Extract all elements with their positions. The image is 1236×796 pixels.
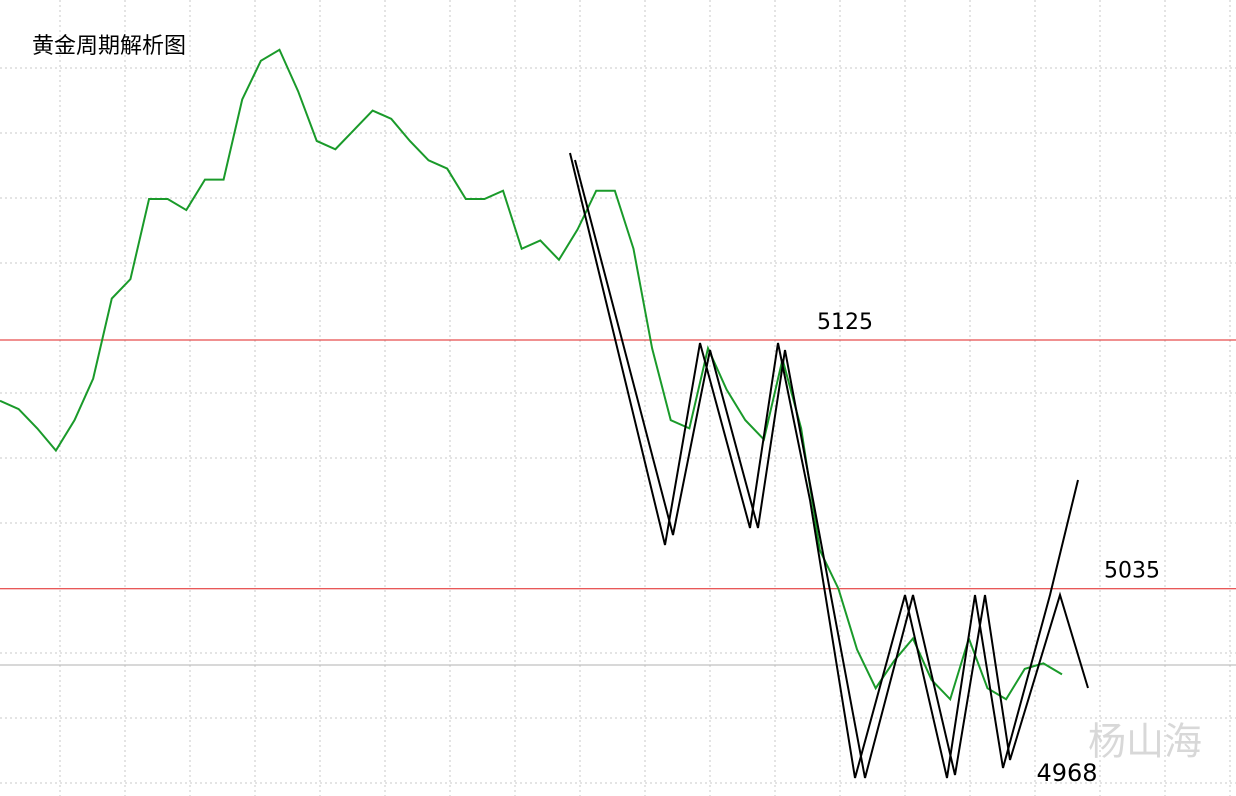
level-label: 5035 (1104, 559, 1160, 584)
level-label: 5125 (817, 310, 873, 335)
price-line (0, 48, 1063, 702)
wave-lines (569, 152, 1089, 779)
watermark: 杨山海 (1088, 720, 1202, 764)
low-label: 4968 (1036, 759, 1097, 787)
chart-title: 黄金周期解析图 (32, 34, 186, 59)
